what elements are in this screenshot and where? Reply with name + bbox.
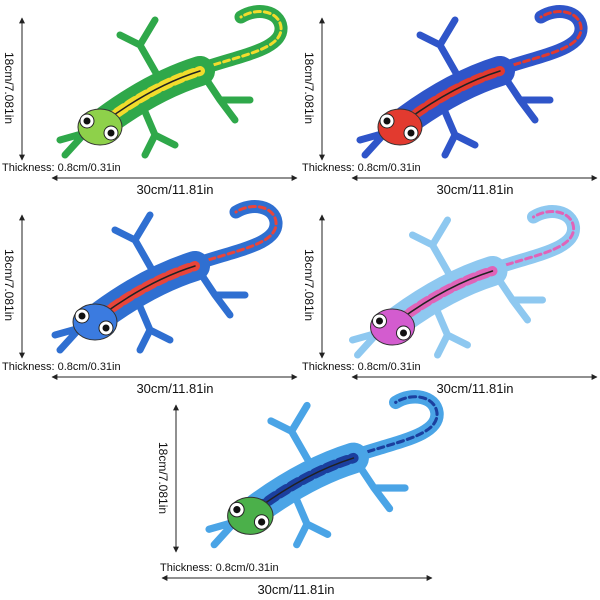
width-label: 30cm/11.81in [436, 381, 513, 396]
width-label: 30cm/11.81in [136, 381, 213, 396]
height-label: 18cm/7.081in [156, 442, 170, 514]
gecko-image [54, 205, 277, 351]
gecko-image [208, 395, 438, 546]
width-label: 30cm/11.81in [257, 582, 334, 597]
thickness-label: Thickness: 0.8cm/0.31in [2, 162, 121, 174]
width-label: 30cm/11.81in [136, 182, 213, 197]
thickness-label: Thickness: 0.8cm/0.31in [302, 162, 421, 174]
height-label: 18cm/7.081in [2, 249, 16, 321]
gecko-image [359, 10, 582, 156]
height-label: 18cm/7.081in [302, 52, 316, 124]
gecko-image [351, 210, 575, 356]
width-label: 30cm/11.81in [436, 182, 513, 197]
thickness-label: Thickness: 0.8cm/0.31in [160, 562, 279, 574]
height-label: 18cm/7.081in [302, 249, 316, 321]
gecko-image [59, 10, 282, 156]
thickness-label: Thickness: 0.8cm/0.31in [2, 361, 121, 373]
thickness-label: Thickness: 0.8cm/0.31in [302, 361, 421, 373]
height-label: 18cm/7.081in [2, 52, 16, 124]
